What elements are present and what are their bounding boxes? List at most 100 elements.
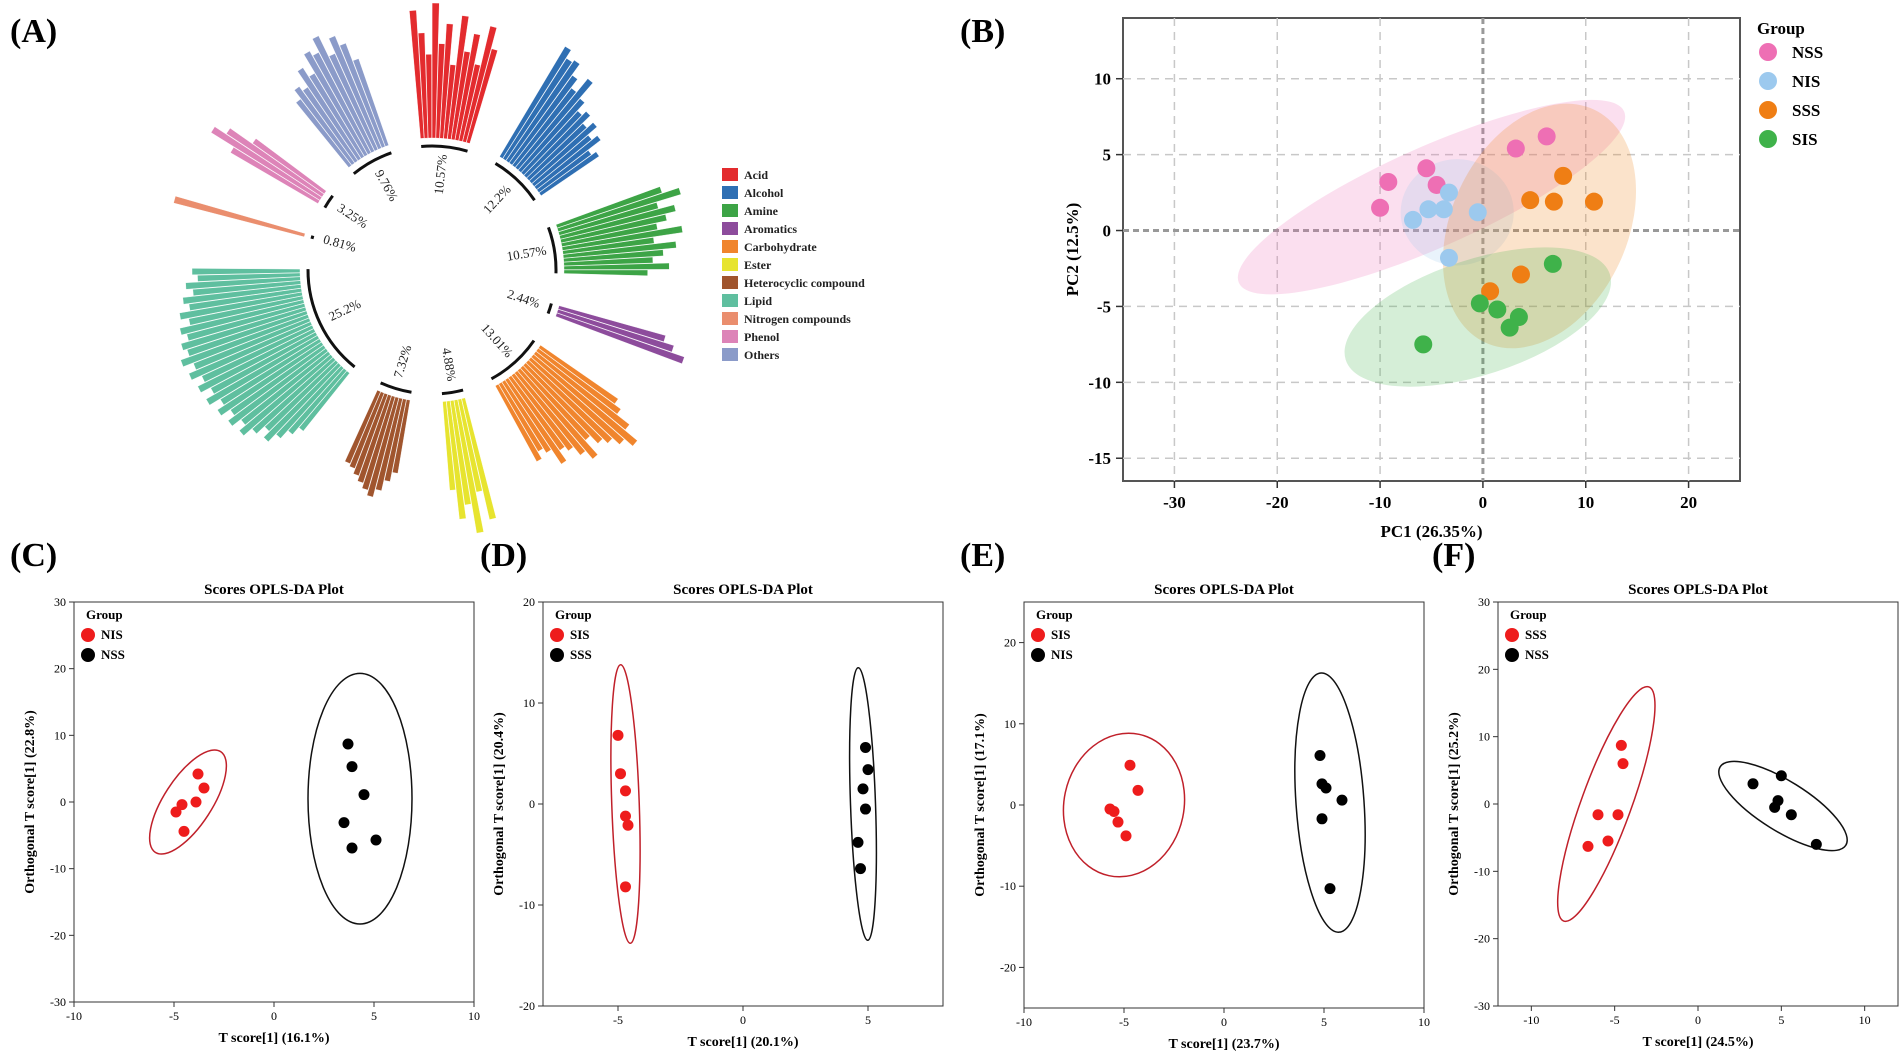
- tick-label-x--30: -30: [1163, 493, 1186, 512]
- tick-label-y-20: 20: [1478, 662, 1490, 676]
- sector-ester: 4.88%: [439, 347, 497, 534]
- tick-label-x-5: 5: [371, 1009, 377, 1023]
- tick-label-y-0: 0: [1103, 222, 1112, 241]
- percent-label-heterocyclic-compound: 7.32%: [390, 343, 414, 380]
- bar-acid-1: [418, 32, 429, 139]
- bar-amine-4: [560, 214, 668, 244]
- plot-title: Scores OPLS-DA Plot: [673, 582, 813, 598]
- bar-amine-8: [562, 241, 677, 259]
- bar-lipid-27: [192, 280, 301, 297]
- tick-label-x-10: 10: [468, 1009, 480, 1023]
- tick-label-y-10: 10: [54, 728, 66, 742]
- bar-nitrogen-compounds-0: [173, 195, 306, 238]
- bar-heterocyclic-compound-5: [357, 394, 392, 484]
- legend-dot-nss: [1505, 648, 1519, 662]
- tick-label-y-20: 20: [54, 662, 66, 676]
- percent-label-lipid: 25.2%: [326, 296, 363, 324]
- bar-lipid-8: [227, 348, 329, 427]
- point-nss-0: [1747, 778, 1759, 790]
- arc-alcohol: [494, 162, 536, 202]
- tick-label-y--10: -10: [1088, 373, 1111, 392]
- tick-label-x-10: 10: [1859, 1013, 1871, 1027]
- bar-carbohydrate-8: [517, 367, 599, 460]
- bar-lipid-19: [186, 310, 308, 357]
- bar-lipid-12: [205, 335, 320, 406]
- legend-label-nss: NSS: [1792, 43, 1823, 62]
- tick-label-y--5: -5: [1097, 297, 1111, 316]
- tick-label-y--20: -20: [519, 999, 535, 1013]
- point-nis-2: [178, 825, 190, 837]
- bar-heterocyclic-compound-7: [349, 391, 385, 469]
- bar-ester-5: [442, 401, 456, 491]
- ellipse-nis: [148, 749, 228, 855]
- bar-acid-5: [439, 23, 454, 139]
- legend-label-sis: SIS: [1051, 627, 1071, 642]
- sector-phenol: 3.25%: [210, 126, 371, 231]
- bar-alcohol-3: [508, 75, 578, 166]
- bar-alcohol-12: [534, 135, 602, 190]
- legend-swatch-ester: [722, 258, 738, 271]
- legend-dot-nis: [81, 628, 95, 642]
- bar-aromatics-0: [557, 305, 666, 343]
- bar-others-4: [308, 72, 365, 159]
- point-nis-0: [1314, 749, 1326, 761]
- bar-others-6: [312, 52, 372, 155]
- panel-c-opls-da: Scores OPLS-DA Plot -10 -5 0 5 10 30 20 10 0 -10 -2…: [23, 582, 480, 1046]
- tick-label-x--5: -5: [1610, 1013, 1620, 1027]
- x-axis-label: T score[1] (23.7%): [1168, 1037, 1279, 1052]
- panel-e-opls-da: Scores OPLS-DA Plot -10 -5 0 5 10 20 10 0 -10 -20 T…: [973, 582, 1430, 1052]
- legend-label-heterocyclic-compound: Heterocyclic compound: [744, 276, 865, 290]
- bar-lipid-17: [193, 317, 311, 371]
- bar-alcohol-4: [512, 87, 577, 168]
- legend-label-carbohydrate: Carbohydrate: [744, 240, 817, 254]
- legend-swatch-acid: [722, 168, 738, 181]
- legend-title: Group: [1757, 19, 1805, 38]
- sector-alcohol: 12.2%: [480, 46, 602, 216]
- tick-label-y-20: 20: [1004, 636, 1016, 650]
- tick-label-y--20: -20: [1000, 960, 1016, 974]
- point-sss-3: [1612, 809, 1624, 821]
- plot-frame: [1497, 601, 1899, 1007]
- tick-label-y-10: 10: [523, 696, 535, 710]
- sector-acid: 10.57%: [409, 2, 498, 195]
- point-nis-0: [170, 806, 182, 818]
- point-sss-5: [855, 863, 866, 875]
- point-nss-5: [370, 834, 382, 846]
- bar-acid-9: [454, 33, 481, 141]
- point-sss-4: [1602, 835, 1614, 847]
- bar-lipid-16: [188, 321, 313, 381]
- legend-label-nis: NIS: [1792, 72, 1820, 91]
- point-sss-3: [1584, 192, 1603, 211]
- tick-label-x--10: -10: [1016, 1015, 1032, 1029]
- bar-lipid-26: [182, 284, 302, 305]
- point-sis-0: [1414, 335, 1433, 354]
- bar-others-9: [328, 35, 382, 150]
- point-sss-4: [852, 836, 864, 848]
- panel-d-opls-da: Scores OPLS-DA Plot -5 0 5 20 10 0 -10 -20 T scor…: [492, 582, 944, 1050]
- point-sis-5: [1120, 830, 1132, 842]
- legend-label-others: Others: [744, 348, 780, 362]
- bar-others-8: [328, 53, 379, 152]
- bar-carbohydrate-7: [520, 365, 591, 441]
- plot-frame: [73, 601, 475, 1003]
- point-sss-0: [860, 741, 871, 753]
- point-nss-1: [346, 761, 358, 773]
- legend-swatch-nitrogen-compounds: [722, 312, 738, 325]
- tick-label-x--10: -10: [1369, 493, 1392, 512]
- bar-carbohydrate-5: [525, 359, 613, 444]
- bar-acid-4: [435, 43, 446, 139]
- tick-label-x--10: -10: [1523, 1013, 1539, 1027]
- point-nis-2: [1320, 782, 1332, 794]
- point-nis-5: [1439, 248, 1458, 267]
- tick-label-y--10: -10: [1000, 879, 1016, 893]
- bar-alcohol-9: [526, 123, 588, 181]
- legend-dot-sss: [550, 648, 564, 662]
- bar-carbohydrate-10: [511, 372, 574, 452]
- bar-lipid-9: [230, 345, 326, 416]
- point-nss-5: [1537, 127, 1556, 146]
- point-sis-2: [620, 785, 631, 797]
- bar-lipid-3: [263, 362, 342, 443]
- arc-ester: [441, 388, 464, 396]
- tick-label-x-5: 5: [1321, 1015, 1327, 1029]
- legend-dot-nss: [81, 648, 95, 662]
